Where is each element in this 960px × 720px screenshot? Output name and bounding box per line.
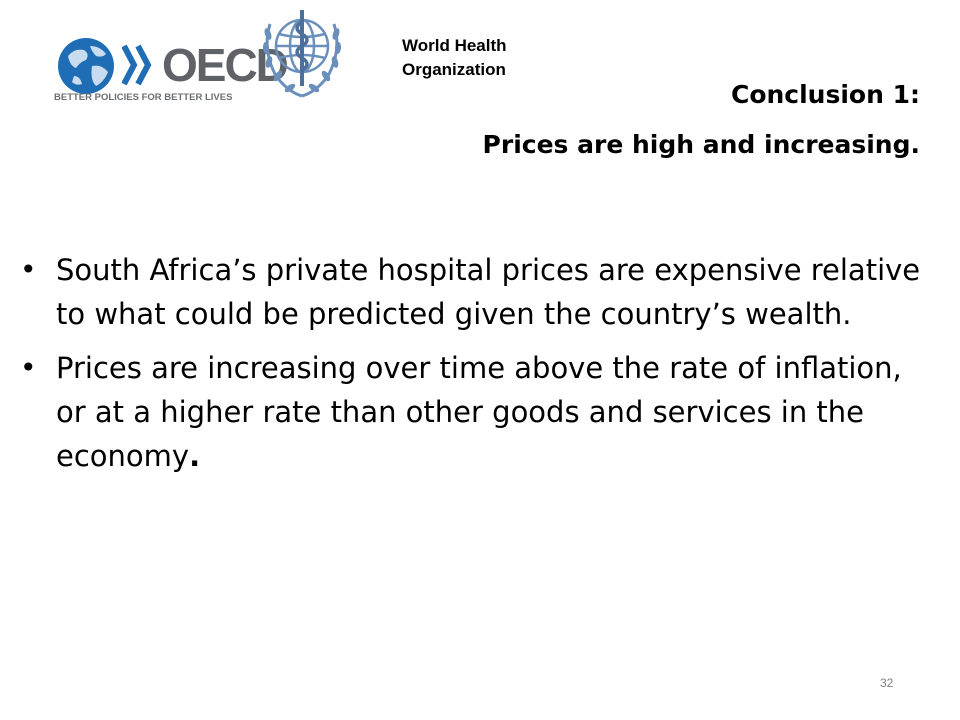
page-number: 32 (880, 676, 894, 690)
bullet-marker: • (20, 253, 37, 286)
chevrons-icon (122, 44, 152, 86)
who-name-line1: World Health (402, 36, 507, 55)
title-line1: Conclusion 1: (730, 80, 920, 109)
title-line2: Prices are high and increasing. (482, 130, 920, 159)
oecd-tagline: BETTER POLICIES FOR BETTER LIVES (54, 92, 233, 103)
who-name-line2: Organization (402, 60, 506, 79)
bullet-text: Prices are increasing over time above th… (56, 351, 902, 473)
bullet-text: South Africa’s private hospital prices a… (56, 253, 921, 331)
slide-title: Conclusion 1: Prices are high and increa… (320, 70, 920, 170)
bullet-item: • Prices are increasing over time above … (20, 346, 930, 478)
bullet-trailing-period: . (189, 439, 201, 473)
bullet-marker: • (20, 351, 37, 384)
bullet-item: • South Africa’s private hospital prices… (20, 248, 930, 336)
who-emblem-icon (262, 10, 342, 98)
globe-icon (58, 38, 114, 94)
oecd-logo: OECD BETTER POLICIES FOR BETTER LIVES (52, 34, 289, 106)
bullet-list: • South Africa’s private hospital prices… (20, 248, 930, 488)
who-name: World Health Organization (402, 34, 507, 82)
